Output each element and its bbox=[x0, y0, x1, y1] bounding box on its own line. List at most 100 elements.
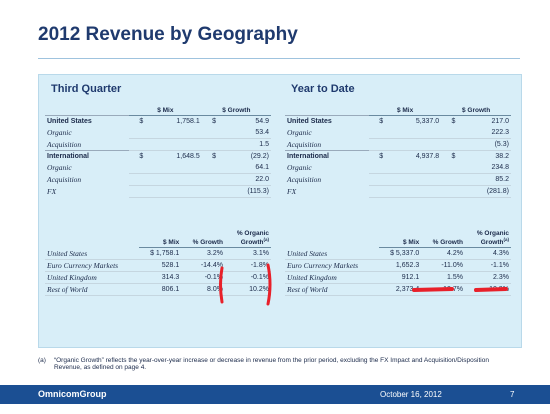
growth-table: $ Mix % Growth% Organic Growth(a) United S… bbox=[45, 230, 271, 297]
row-label: Organic bbox=[287, 128, 312, 138]
table-row: Organic 64.1 bbox=[45, 162, 271, 174]
cell bbox=[129, 173, 146, 186]
table-row: United States $ 1,758.1 3.2% 3.1% bbox=[45, 247, 271, 261]
column-header: $ Mix bbox=[369, 107, 442, 116]
cell: 2,373.4 bbox=[379, 283, 422, 297]
cell: 528.1 bbox=[139, 259, 182, 273]
cell: 234.8 bbox=[457, 162, 511, 174]
column-header: $ Growth bbox=[441, 107, 511, 116]
summary-table: $ Mix $ Growth United States $1,758.1 $54.9 O… bbox=[45, 107, 271, 198]
header-text: % Organic Growth bbox=[476, 230, 509, 247]
cell bbox=[129, 162, 146, 174]
footer: OmnicomGroup October 16, 2012 7 bbox=[0, 385, 550, 404]
section: Year to Date $ Mix $ Growth United States $5… bbox=[285, 83, 511, 297]
cell bbox=[369, 138, 386, 151]
column-header: $ Mix bbox=[129, 107, 202, 116]
cell: (5.3) bbox=[457, 138, 511, 151]
header-text: % Organic Growth bbox=[236, 230, 269, 247]
row-label: Rest of World bbox=[45, 283, 139, 297]
section-heading: Third Quarter bbox=[51, 83, 122, 95]
cell: 314.3 bbox=[139, 271, 182, 285]
column-header: $ Growth bbox=[201, 107, 271, 116]
growth-table: $ Mix% Growth% Organic Growth(a) United S… bbox=[285, 230, 511, 297]
cell: $ bbox=[369, 115, 386, 127]
header-blank bbox=[285, 107, 369, 116]
cell bbox=[145, 138, 202, 151]
data-panel: Third Quarter $ Mix $ Growth United States $… bbox=[38, 74, 522, 348]
table-row: United States $1,758.1 $54.9 bbox=[45, 115, 271, 127]
table-row: International $4,937.8 $38.2 bbox=[285, 150, 511, 162]
cell: $ bbox=[441, 150, 458, 162]
row-label: Euro Currency Markets bbox=[285, 259, 379, 273]
footnote-marker: (a) bbox=[38, 357, 46, 364]
cell: 4.2% bbox=[421, 247, 465, 261]
cell bbox=[129, 138, 146, 151]
cell: 4,937.8 bbox=[385, 150, 442, 162]
header-text: % Growth bbox=[192, 239, 223, 247]
row-label: United Kingdom bbox=[285, 271, 379, 285]
cell: 38.2 bbox=[457, 150, 511, 162]
cell: 53.4 bbox=[218, 127, 271, 139]
row-label: Organic bbox=[287, 163, 312, 173]
table-row: Acquisition 1.5 bbox=[45, 138, 271, 151]
cell bbox=[441, 127, 458, 139]
summary-table: $ Mix $ Growth United States $5,337.0 $217.0… bbox=[285, 107, 511, 198]
cell: $ bbox=[369, 150, 386, 162]
cell bbox=[441, 138, 458, 151]
row-label: Organic bbox=[47, 163, 72, 173]
cell bbox=[441, 162, 458, 174]
header-row: $ Mix % Growth% Organic Growth(a) bbox=[45, 230, 271, 249]
footnote-text: “Organic Growth” reflects the year-over-… bbox=[53, 357, 489, 371]
cell bbox=[201, 173, 219, 186]
column-header: $ Mix bbox=[139, 230, 182, 249]
cell: 1.5% bbox=[421, 271, 465, 285]
row-label: Acquisition bbox=[287, 139, 322, 149]
cell: (115.3) bbox=[218, 185, 271, 198]
header-text: $ Mix bbox=[163, 239, 180, 247]
table-row: Organic 53.4 bbox=[45, 127, 271, 139]
cell bbox=[145, 185, 202, 198]
header-text: $ Mix bbox=[403, 239, 420, 247]
cell: 217.0 bbox=[457, 115, 511, 127]
row-label: FX bbox=[287, 187, 297, 196]
column-header: % Organic Growth(a) bbox=[225, 230, 271, 249]
header-note: (a) bbox=[503, 237, 510, 242]
table-row: United States $5,337.0 $217.0 bbox=[285, 115, 511, 127]
cell: 1,652.3 bbox=[379, 259, 422, 273]
row-label: FX bbox=[47, 187, 57, 196]
row-label: Acquisition bbox=[47, 175, 82, 184]
table-row: Rest of World 2,373.4 10.7% 10.9% bbox=[285, 283, 511, 297]
cell: 10.9% bbox=[465, 283, 511, 297]
date: October 16, 2012 bbox=[380, 390, 442, 399]
cell bbox=[441, 173, 458, 186]
cell: $ 1,758.1 bbox=[139, 247, 182, 261]
cell bbox=[369, 173, 386, 186]
cell bbox=[385, 185, 442, 198]
cell bbox=[201, 127, 219, 139]
column-header: % Organic Growth(a) bbox=[465, 230, 511, 249]
table-row: Euro Currency Markets 528.1 -14.4% -1.8% bbox=[45, 259, 271, 273]
cell bbox=[369, 185, 386, 198]
table-row: International $1,648.5 $ (29.2) bbox=[45, 150, 271, 162]
cell: (29.2) bbox=[218, 150, 271, 162]
cell: $ bbox=[441, 115, 458, 127]
table-row: FX (115.3) bbox=[45, 185, 271, 198]
section: Third Quarter $ Mix $ Growth United States $… bbox=[45, 83, 271, 297]
company: OmnicomGroup bbox=[38, 389, 107, 399]
cell: -1.8% bbox=[225, 259, 271, 273]
cell: 1.5 bbox=[218, 138, 271, 151]
cell: 806.1 bbox=[139, 283, 182, 297]
cell: 912.1 bbox=[379, 271, 422, 285]
cell: 10.7% bbox=[421, 283, 465, 297]
table-row: Organic 222.3 bbox=[285, 127, 511, 139]
cell bbox=[441, 185, 458, 198]
cell: 5,337.0 bbox=[385, 115, 442, 127]
table-row: Acquisition 22.0 bbox=[45, 173, 271, 186]
table-row: Acquisition 85.2 bbox=[285, 173, 511, 186]
row-label: United Kingdom bbox=[45, 271, 139, 285]
cell: 3.1% bbox=[225, 247, 271, 261]
row-label: Acquisition bbox=[287, 175, 322, 184]
cell: -0.1% bbox=[181, 271, 225, 285]
cell: $ bbox=[129, 115, 146, 127]
